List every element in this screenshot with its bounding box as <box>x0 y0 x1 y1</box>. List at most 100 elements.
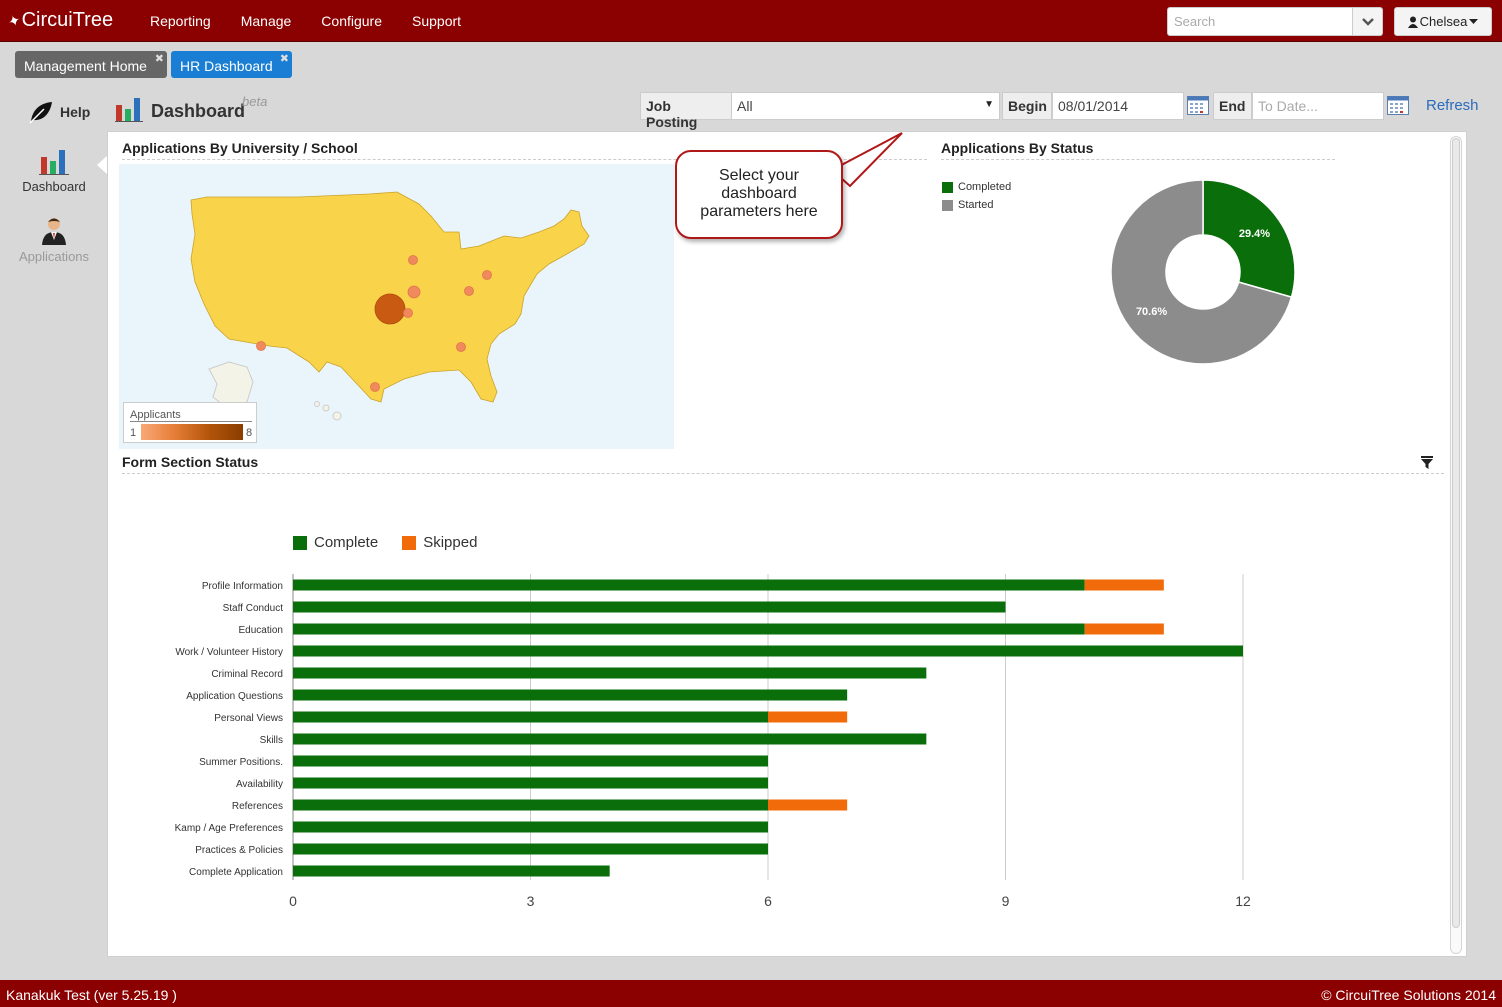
legend-swatch <box>293 535 307 550</box>
bar-complete[interactable] <box>293 645 1243 657</box>
y-category-label: References <box>232 801 283 812</box>
form-section-bar-chart: 0 3 6 9 12 Profile Information Staff Conduct Ed… <box>175 574 1251 909</box>
calendar-icon[interactable] <box>1387 96 1409 115</box>
bar-complete[interactable] <box>293 579 1085 591</box>
bar-skipped[interactable] <box>1084 579 1164 591</box>
job-posting-select[interactable]: All ▼ <box>731 92 1000 120</box>
tab-management-home[interactable]: Management Home ✖ <box>15 51 167 78</box>
close-icon[interactable]: ✖ <box>279 53 289 65</box>
user-menu-button[interactable]: Chelsea <box>1394 7 1492 36</box>
map-bubble <box>407 285 421 299</box>
map-bubble <box>482 270 492 280</box>
donut-slice-completed[interactable] <box>1202 179 1296 299</box>
pie-legend-item-started[interactable]: Started <box>942 196 1011 214</box>
begin-date-input[interactable]: 08/01/2014 <box>1052 92 1184 120</box>
bar-complete[interactable] <box>293 843 768 855</box>
end-label: End <box>1213 92 1252 120</box>
footer: Kanakuk Test (ver 5.25.19 ) © CircuiTree… <box>0 980 1502 1007</box>
y-category-label: Staff Conduct <box>223 603 284 614</box>
donut-slice-started[interactable] <box>1110 179 1293 365</box>
footer-version: Kanakuk Test (ver 5.25.19 ) <box>6 987 177 1003</box>
y-category-label: Skills <box>260 735 283 746</box>
y-category-label: Work / Volunteer History <box>175 647 283 658</box>
bar-complete[interactable] <box>293 733 927 745</box>
bar-skipped[interactable] <box>768 711 848 723</box>
callout-line: parameters here <box>700 203 818 220</box>
bar-complete[interactable] <box>293 667 927 679</box>
footer-copyright: © CircuiTree Solutions 2014 <box>1321 987 1496 1003</box>
legend-label: Started <box>958 199 994 211</box>
bar-legend-item-skipped[interactable]: Skipped <box>402 534 477 551</box>
y-category-label: Practices & Policies <box>195 845 283 856</box>
nav-manage[interactable]: Manage <box>240 13 292 29</box>
brand-logo[interactable]: ✦CircuiTree <box>6 9 113 32</box>
status-section-title: Applications By Status <box>941 140 1335 160</box>
nav-configure[interactable]: Configure <box>321 13 382 29</box>
job-posting-value: All <box>737 98 753 114</box>
help-label: Help <box>60 104 91 120</box>
search-input[interactable] <box>1167 7 1353 36</box>
user-name: Chelsea <box>1419 14 1468 29</box>
caret-down-icon: ▼ <box>984 99 994 110</box>
y-category-label: Personal Views <box>214 713 283 724</box>
map-bubble <box>408 255 418 265</box>
bar-complete[interactable] <box>293 689 848 701</box>
tab-label: HR Dashboard <box>180 58 273 74</box>
bar-complete[interactable] <box>293 623 1085 635</box>
close-icon[interactable]: ✖ <box>154 53 164 65</box>
top-bar: ✦CircuiTree Reporting Manage Configure S… <box>0 0 1502 42</box>
help-link[interactable]: Help <box>28 100 90 124</box>
bar-complete[interactable] <box>293 755 768 767</box>
map-legend: Applicants 1 8 <box>123 402 257 443</box>
bar-complete[interactable] <box>293 777 768 789</box>
status-donut-chart: 29.4% 70.6% <box>1110 179 1296 365</box>
bar-complete[interactable] <box>293 711 768 723</box>
x-tick-label: 6 <box>764 893 772 909</box>
tab-hr-dashboard[interactable]: HR Dashboard ✖ <box>171 51 292 78</box>
active-indicator <box>97 155 108 175</box>
map-bubble <box>464 286 474 296</box>
bar-complete[interactable] <box>293 821 768 833</box>
y-category-label: Kamp / Age Preferences <box>175 823 283 834</box>
bar-complete[interactable] <box>293 601 1006 613</box>
bar-complete[interactable] <box>293 865 610 877</box>
geo-map[interactable] <box>119 164 674 449</box>
x-tick-label: 12 <box>1235 893 1251 909</box>
legend-label: Complete <box>314 534 379 551</box>
map-legend-gradient <box>141 424 243 440</box>
nav-support[interactable]: Support <box>412 13 462 29</box>
bar-skipped[interactable] <box>1084 623 1164 635</box>
sidebar-item-applications[interactable]: Applications <box>0 215 108 264</box>
sidebar-item-label: Applications <box>18 249 90 264</box>
pie-legend-item-completed[interactable]: Completed <box>942 178 1011 196</box>
bar-legend-item-complete[interactable]: Complete <box>293 534 378 551</box>
search-dropdown-button[interactable] <box>1353 7 1383 36</box>
person-icon <box>42 218 66 245</box>
end-date-input[interactable]: To Date... <box>1252 92 1384 120</box>
us-map <box>190 191 590 421</box>
y-category-label: Criminal Record <box>211 669 283 680</box>
pie-legend: Completed Started <box>942 178 1011 214</box>
legend-label: Skipped <box>423 534 478 551</box>
callout-line: dashboard <box>721 185 797 202</box>
nav-reporting[interactable]: Reporting <box>150 13 211 29</box>
chevron-down-icon <box>1361 17 1374 26</box>
scrollbar-thumb[interactable] <box>1452 138 1460 928</box>
map-legend-max: 8 <box>246 427 253 439</box>
calendar-icon[interactable] <box>1187 96 1209 115</box>
legend-label: Completed <box>958 181 1012 193</box>
bar-complete[interactable] <box>293 799 768 811</box>
y-category-label: Application Questions <box>186 691 283 702</box>
sidebar-item-label: Dashboard <box>22 179 86 194</box>
y-category-label: Summer Positions. <box>199 757 283 768</box>
refresh-link[interactable]: Refresh <box>1426 97 1479 114</box>
x-tick-label: 3 <box>527 893 535 909</box>
filter-icon[interactable] <box>1421 456 1433 469</box>
map-section-title: Applications By University / School <box>122 140 927 160</box>
map-bubble <box>456 342 466 352</box>
bar-skipped[interactable] <box>768 799 848 811</box>
sidebar-item-dashboard[interactable]: Dashboard <box>0 147 108 194</box>
y-category-label: Complete Application <box>189 867 283 878</box>
y-category-label: Availability <box>236 779 283 790</box>
map-legend-title: Applicants <box>130 409 252 422</box>
